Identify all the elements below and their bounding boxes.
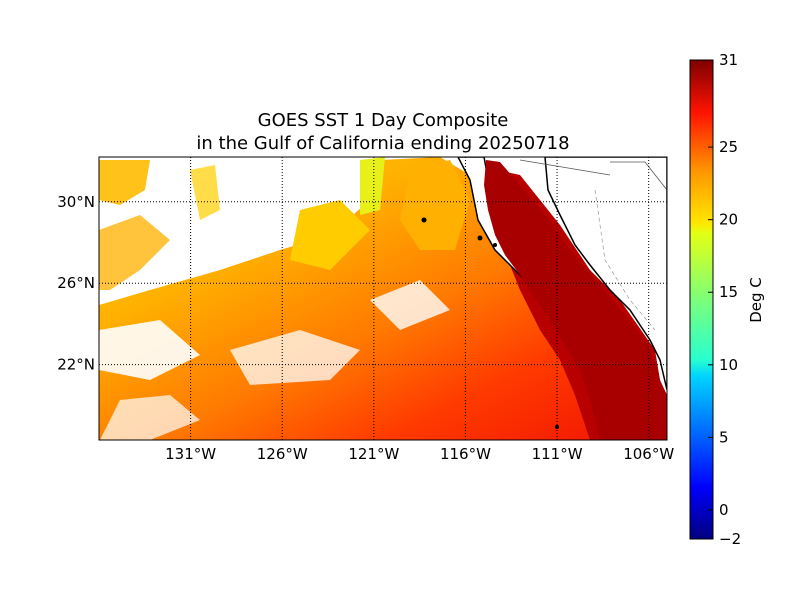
colorbar-tick-label: 15 [719, 283, 738, 301]
cloud-gap-3 [370, 280, 450, 330]
lat-tick-label: 30°N [57, 193, 95, 211]
colorbar-tick-label: 31 [719, 51, 738, 69]
colorbar-tick-label: 25 [719, 138, 738, 156]
lat-tick-label: 22°N [57, 356, 95, 374]
colorbar-tick-label: 10 [719, 356, 738, 374]
map-title-line-1: GOES SST 1 Day Composite [257, 110, 509, 131]
colorbar-label: Deg C [747, 277, 765, 323]
map-title-line-2: in the Gulf of California ending 2025071… [196, 133, 570, 154]
colorbar-tick-label: 0 [719, 501, 729, 519]
lon-tick-label: 116°W [440, 445, 491, 463]
colorbar-gradient [690, 60, 713, 539]
colorbar: −2 0 5 10 15 20 25 31 Deg C [689, 51, 765, 548]
lon-tick-label: 121°W [348, 445, 399, 463]
latitude-ticks: 30°N 26°N 22°N [57, 193, 95, 374]
island-2 [477, 235, 483, 241]
colorbar-tick-label: 5 [719, 428, 729, 446]
map-frame [98, 156, 668, 441]
island-3 [493, 243, 497, 247]
state-border-dashed [594, 189, 656, 331]
sst-patch-north [99, 160, 150, 205]
sst-patch-northwest [99, 215, 170, 290]
lon-tick-label: 131°W [165, 445, 216, 463]
longitude-ticks: 131°W 126°W 121°W 116°W 111°W 106°W [165, 445, 674, 463]
colorbar-ticks: −2 0 5 10 15 20 25 31 [708, 51, 741, 548]
colorbar-frame [689, 59, 714, 540]
island-1 [421, 217, 427, 223]
map-panel: 131°W 126°W 121°W 116°W 111°W 106°W 30°N 26°N 2… [57, 156, 674, 463]
sst-patch-coastal [400, 160, 470, 250]
us-mexico-border [519, 159, 611, 176]
cloud-gap-4 [100, 395, 200, 440]
state-border [610, 161, 667, 191]
sst-patch-yellow [360, 157, 385, 215]
colorbar-tick-label: −2 [719, 530, 741, 548]
sst-patch-n2 [190, 165, 220, 220]
colorbar-tick-label: 20 [719, 211, 738, 229]
map-gridlines [99, 157, 667, 440]
lat-tick-label: 26°N [57, 274, 95, 292]
lon-tick-label: 106°W [623, 445, 674, 463]
mainland-mexico-land [544, 157, 667, 391]
cloud-gap-2 [230, 330, 360, 385]
lon-tick-label: 126°W [257, 445, 308, 463]
lon-tick-label: 111°W [532, 445, 583, 463]
gulf-of-california [484, 160, 667, 440]
sst-patch-central [290, 200, 370, 270]
sst-field [99, 157, 667, 440]
